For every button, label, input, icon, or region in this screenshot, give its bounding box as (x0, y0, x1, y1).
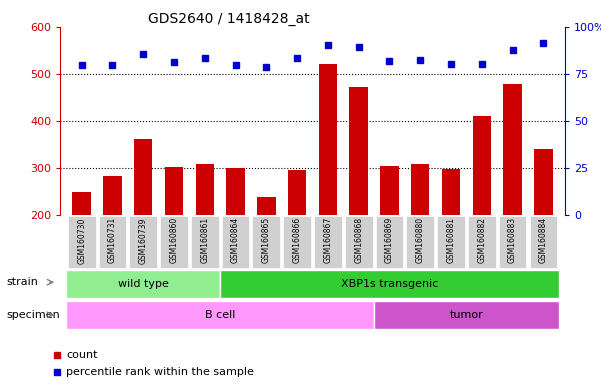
FancyBboxPatch shape (222, 216, 249, 268)
Text: GSM160864: GSM160864 (231, 217, 240, 263)
Text: GSM160884: GSM160884 (539, 217, 548, 263)
Text: GSM160881: GSM160881 (447, 217, 456, 263)
FancyBboxPatch shape (345, 216, 373, 268)
Text: GDS2640 / 1418428_at: GDS2640 / 1418428_at (148, 12, 309, 25)
Text: strain: strain (6, 277, 38, 287)
FancyBboxPatch shape (376, 216, 403, 268)
FancyBboxPatch shape (220, 270, 559, 298)
Bar (288, 170, 307, 215)
Text: GSM160869: GSM160869 (385, 217, 394, 263)
FancyBboxPatch shape (283, 216, 311, 268)
Text: GSM160866: GSM160866 (293, 217, 302, 263)
FancyBboxPatch shape (468, 216, 496, 268)
FancyBboxPatch shape (66, 270, 220, 298)
Bar (227, 168, 245, 215)
Bar (411, 164, 430, 215)
Text: GSM160883: GSM160883 (508, 217, 517, 263)
Bar (257, 197, 276, 215)
Bar (195, 164, 214, 215)
Text: GSM160880: GSM160880 (416, 217, 425, 263)
Text: XBP1s transgenic: XBP1s transgenic (341, 279, 438, 289)
Text: GSM160861: GSM160861 (200, 217, 209, 263)
Bar (134, 139, 153, 215)
Text: specimen: specimen (6, 310, 59, 320)
FancyBboxPatch shape (191, 216, 219, 268)
Bar (103, 177, 121, 215)
FancyBboxPatch shape (160, 216, 188, 268)
Text: GSM160882: GSM160882 (477, 217, 486, 263)
Bar (72, 192, 91, 215)
Text: tumor: tumor (450, 310, 483, 320)
Bar (319, 64, 337, 215)
Text: wild type: wild type (118, 279, 169, 289)
FancyBboxPatch shape (437, 216, 465, 268)
FancyBboxPatch shape (529, 216, 557, 268)
Text: count: count (66, 350, 97, 360)
FancyBboxPatch shape (99, 216, 126, 268)
FancyBboxPatch shape (66, 301, 374, 329)
FancyBboxPatch shape (314, 216, 342, 268)
FancyBboxPatch shape (499, 216, 526, 268)
Bar (380, 166, 398, 215)
FancyBboxPatch shape (68, 216, 96, 268)
Bar (504, 84, 522, 215)
FancyBboxPatch shape (129, 216, 157, 268)
Text: B cell: B cell (205, 310, 236, 320)
Text: GSM160865: GSM160865 (262, 217, 271, 263)
Text: GSM160739: GSM160739 (139, 217, 148, 263)
FancyBboxPatch shape (252, 216, 280, 268)
FancyBboxPatch shape (406, 216, 434, 268)
Text: GSM160860: GSM160860 (169, 217, 178, 263)
Bar (165, 167, 183, 215)
Bar (442, 169, 460, 215)
Text: GSM160730: GSM160730 (77, 217, 86, 263)
Text: percentile rank within the sample: percentile rank within the sample (66, 367, 254, 377)
Bar (472, 116, 491, 215)
Bar (534, 149, 553, 215)
FancyBboxPatch shape (374, 301, 559, 329)
Bar (349, 87, 368, 215)
Text: GSM160731: GSM160731 (108, 217, 117, 263)
Text: GSM160868: GSM160868 (354, 217, 363, 263)
Text: GSM160867: GSM160867 (323, 217, 332, 263)
